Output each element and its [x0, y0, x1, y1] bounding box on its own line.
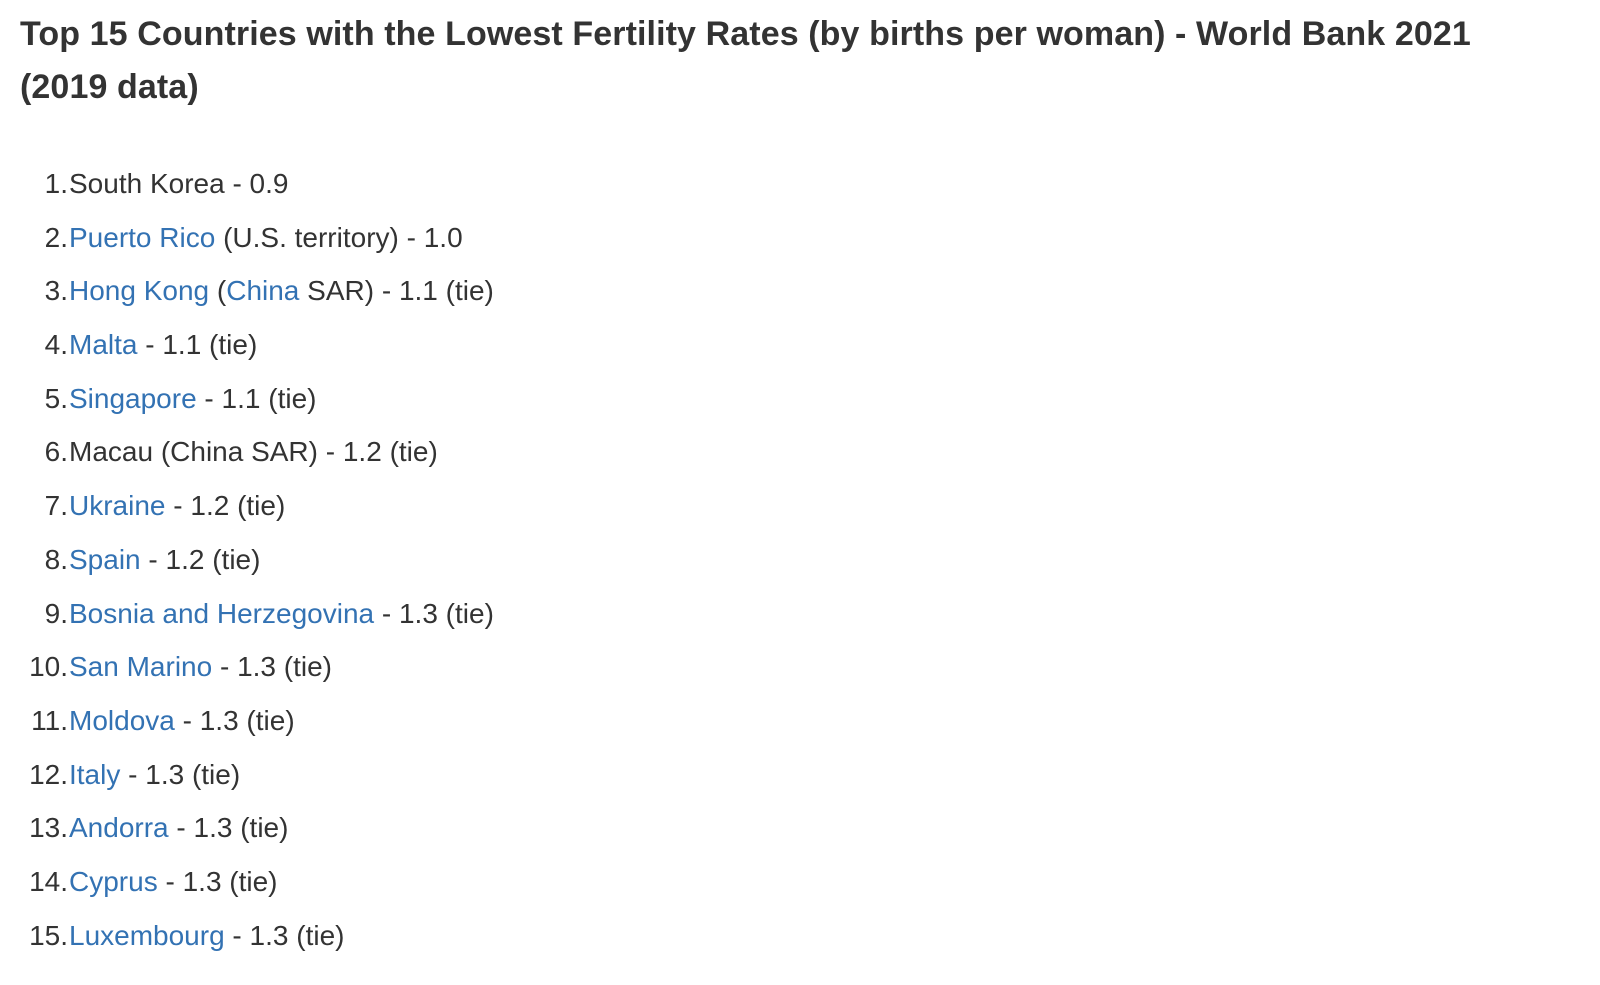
item-number: 12. — [29, 758, 68, 790]
item-text: - 1.3 (tie) — [157, 865, 278, 897]
item-number: 2. — [44, 221, 68, 253]
list-item: 2. Puerto Rico (U.S. territory) - 1.0 — [20, 211, 1560, 265]
list-item: 1. South Korea - 0.9 — [20, 157, 1560, 211]
item-text: - 1.3 (tie) — [374, 597, 494, 629]
item-number: 10. — [29, 651, 68, 683]
item-link[interactable]: Andorra — [69, 812, 169, 844]
list-item: 3. Hong Kong (China SAR) - 1.1 (tie) — [20, 264, 1560, 318]
item-content: Cyprus - 1.3 (tie) — [69, 855, 278, 909]
item-link[interactable]: Malta — [69, 329, 138, 361]
list-item: 4. Malta - 1.1 (tie) — [20, 318, 1560, 372]
item-text: - 1.1 (tie) — [196, 382, 317, 414]
item-number: 13. — [29, 812, 68, 844]
item-link[interactable]: Moldova — [69, 704, 175, 736]
document-page: Top 15 Countries with the Lowest Fertili… — [20, 15, 1560, 962]
item-number: 3. — [44, 275, 68, 307]
item-content: Macau (China SAR) - 1.2 (tie) — [69, 425, 438, 479]
item-content: South Korea - 0.9 — [69, 157, 288, 211]
item-content: Singapore - 1.1 (tie) — [69, 372, 316, 426]
item-link[interactable]: Spain — [69, 543, 141, 575]
item-number: 6. — [44, 436, 68, 468]
list-item: 15. Luxembourg - 1.3 (tie) — [20, 909, 1560, 963]
item-link[interactable]: Luxembourg — [69, 919, 225, 951]
list-item: 10. San Marino - 1.3 (tie) — [20, 640, 1560, 694]
item-content: Malta - 1.1 (tie) — [69, 318, 257, 372]
item-number: 8. — [44, 543, 68, 575]
item-text: South Korea - 0.9 — [69, 168, 289, 199]
item-content: Moldova - 1.3 (tie) — [69, 694, 295, 748]
list-item: 7. Ukraine - 1.2 (tie) — [20, 479, 1560, 533]
item-link[interactable]: Ukraine — [69, 490, 166, 522]
item-link[interactable]: Puerto Rico — [69, 221, 216, 253]
item-link[interactable]: Italy — [69, 758, 121, 790]
item-text: ( — [209, 275, 227, 307]
item-number: 4. — [44, 329, 68, 361]
item-text: - 1.3 (tie) — [120, 758, 241, 790]
item-text: - 1.3 (tie) — [224, 919, 345, 951]
item-number: 5. — [44, 382, 68, 414]
list-item: 13. Andorra - 1.3 (tie) — [20, 801, 1560, 855]
item-link[interactable]: Bosnia and Herzegovina — [69, 597, 375, 629]
list-item: 9. Bosnia and Herzegovina - 1.3 (tie) — [20, 587, 1560, 641]
ranking-list: 1. South Korea - 0.9 2. Puerto Rico (U.S. … — [20, 157, 1560, 962]
page-title: Top 15 Countries with the Lowest Fertili… — [20, 15, 1471, 106]
item-text: - 1.3 (tie) — [212, 651, 332, 683]
item-link[interactable]: China — [226, 275, 300, 307]
item-text: Macau (China SAR) - 1.2 (tie) — [69, 436, 438, 468]
item-link[interactable]: Cyprus — [69, 865, 158, 897]
item-text: (U.S. territory) - 1.0 — [215, 221, 463, 253]
item-number: 9. — [44, 597, 68, 629]
item-link[interactable]: San Marino — [69, 651, 213, 683]
item-text: - 1.2 (tie) — [165, 490, 286, 522]
list-item: 12. Italy - 1.3 (tie) — [20, 748, 1560, 802]
item-text: - 1.3 (tie) — [168, 812, 289, 844]
list-item: 5. Singapore - 1.1 (tie) — [20, 372, 1560, 426]
list-item: 6. Macau (China SAR) - 1.2 (tie) — [20, 425, 1560, 479]
item-number: 1. — [44, 168, 68, 199]
item-content: Hong Kong (China SAR) - 1.1 (tie) — [69, 264, 494, 318]
list-item: 14. Cyprus - 1.3 (tie) — [20, 855, 1560, 909]
list-item: 8. Spain - 1.2 (tie) — [20, 533, 1560, 587]
item-content: Spain - 1.2 (tie) — [69, 533, 260, 587]
list-item: 11. Moldova - 1.3 (tie) — [20, 694, 1560, 748]
item-link[interactable]: Singapore — [69, 382, 197, 414]
item-number: 11. — [31, 704, 68, 736]
item-content: Luxembourg - 1.3 (tie) — [69, 909, 344, 963]
item-content: Puerto Rico (U.S. territory) - 1.0 — [69, 211, 463, 265]
item-content: Andorra - 1.3 (tie) — [69, 801, 288, 855]
item-text: SAR) - 1.1 (tie) — [299, 275, 494, 307]
item-content: San Marino - 1.3 (tie) — [69, 640, 332, 694]
item-text: - 1.1 (tie) — [137, 329, 258, 361]
item-content: Bosnia and Herzegovina - 1.3 (tie) — [69, 587, 494, 641]
item-number: 14. — [29, 865, 68, 897]
item-number: 15. — [29, 919, 68, 951]
item-number: 7. — [44, 490, 68, 522]
item-content: Italy - 1.3 (tie) — [69, 748, 240, 802]
item-content: Ukraine - 1.2 (tie) — [69, 479, 285, 533]
item-text: - 1.3 (tie) — [174, 704, 295, 736]
item-text: - 1.2 (tie) — [140, 543, 261, 575]
item-link[interactable]: Hong Kong — [69, 275, 210, 307]
